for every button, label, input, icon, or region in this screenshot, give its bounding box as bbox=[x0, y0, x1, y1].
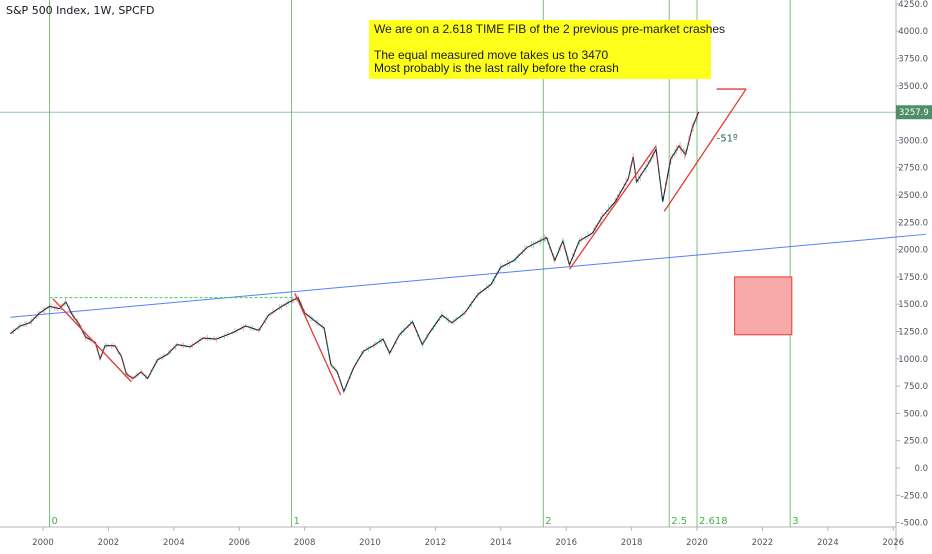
x-tick-label: 2014 bbox=[490, 538, 512, 548]
trend-line bbox=[10, 233, 926, 318]
note-line-3: Most probably is the last rally before t… bbox=[374, 61, 619, 75]
x-tick-label: 2020 bbox=[686, 538, 708, 548]
x-tick-label: 2004 bbox=[163, 538, 185, 548]
fib-time-lines: 0 1 2 2.5 2.618 3 bbox=[49, 0, 799, 527]
y-tick-label: 3000.0 bbox=[898, 136, 928, 146]
red-trend-segment[interactable] bbox=[294, 293, 342, 396]
x-tick-label: 2018 bbox=[621, 538, 643, 548]
y-tick-label: 2000.0 bbox=[898, 246, 928, 256]
y-tick-label: 2250.0 bbox=[898, 218, 928, 228]
fib-time-label: 3 bbox=[792, 516, 798, 527]
fib-time-label: 2 bbox=[545, 516, 551, 527]
drawings-layer bbox=[52, 88, 793, 396]
x-tick-label: 2012 bbox=[425, 538, 447, 548]
target-zone-box[interactable] bbox=[734, 276, 793, 336]
angle-label: -51º bbox=[717, 133, 738, 144]
y-tick-label: 3500.0 bbox=[898, 82, 928, 92]
fib-time-label: 0 bbox=[52, 516, 58, 527]
x-tick-label: 2000 bbox=[32, 538, 54, 548]
y-tick-label: 1000.0 bbox=[898, 355, 928, 365]
y-tick-label: 3750.0 bbox=[898, 55, 928, 65]
x-tick-label: 2006 bbox=[228, 538, 250, 548]
y-tick-label: 1500.0 bbox=[898, 300, 928, 310]
red-trend-segment[interactable] bbox=[52, 298, 132, 383]
y-tick-label: -250.0 bbox=[901, 491, 928, 501]
fib-time-label: 2.618 bbox=[699, 516, 728, 527]
y-tick-label: 4000.0 bbox=[898, 27, 928, 37]
fib-time-label: 2.5 bbox=[671, 516, 687, 527]
x-tick-label: 2016 bbox=[555, 538, 577, 548]
y-tick-label: 1250.0 bbox=[898, 328, 928, 338]
x-tick-label: 2010 bbox=[359, 538, 381, 548]
annotation-note[interactable]: We are on a 2.618 TIME FIB of the 2 prev… bbox=[369, 20, 726, 79]
trend-layer bbox=[0, 111, 926, 318]
y-tick-label: 2500.0 bbox=[898, 191, 928, 201]
fib-time-label: 1 bbox=[294, 516, 300, 527]
x-tick-label: 2024 bbox=[817, 538, 839, 548]
current-price-label: 3257.9 bbox=[899, 108, 929, 118]
y-tick-label: 250.0 bbox=[904, 437, 928, 447]
y-tick-label: -500.0 bbox=[901, 519, 928, 529]
y-tick-label: 2750.0 bbox=[898, 164, 928, 174]
red-trend-segment[interactable] bbox=[663, 88, 747, 212]
y-tick-label: 0.0 bbox=[914, 464, 928, 474]
note-line-1: We are on a 2.618 TIME FIB of the 2 prev… bbox=[374, 22, 726, 36]
x-tick-label: 2026 bbox=[882, 538, 904, 548]
y-tick-label: 500.0 bbox=[904, 409, 928, 419]
x-tick-label: 2008 bbox=[294, 538, 316, 548]
x-tick-label: 2002 bbox=[98, 538, 120, 548]
y-tick-label: 4250.0 bbox=[898, 0, 928, 10]
red-trend-segment[interactable] bbox=[568, 145, 657, 270]
y-tick-label: 1750.0 bbox=[898, 273, 928, 283]
current-price-badge bbox=[896, 105, 932, 120]
y-tick-label: 750.0 bbox=[904, 382, 928, 392]
x-tick-label: 2022 bbox=[752, 538, 774, 548]
symbol-title: S&P 500 Index, 1W, SPCFD bbox=[6, 4, 155, 17]
labels-layer: -51º 3257.9 bbox=[717, 105, 932, 144]
note-line-2: The equal measured move takes us to 3470 bbox=[374, 48, 609, 62]
